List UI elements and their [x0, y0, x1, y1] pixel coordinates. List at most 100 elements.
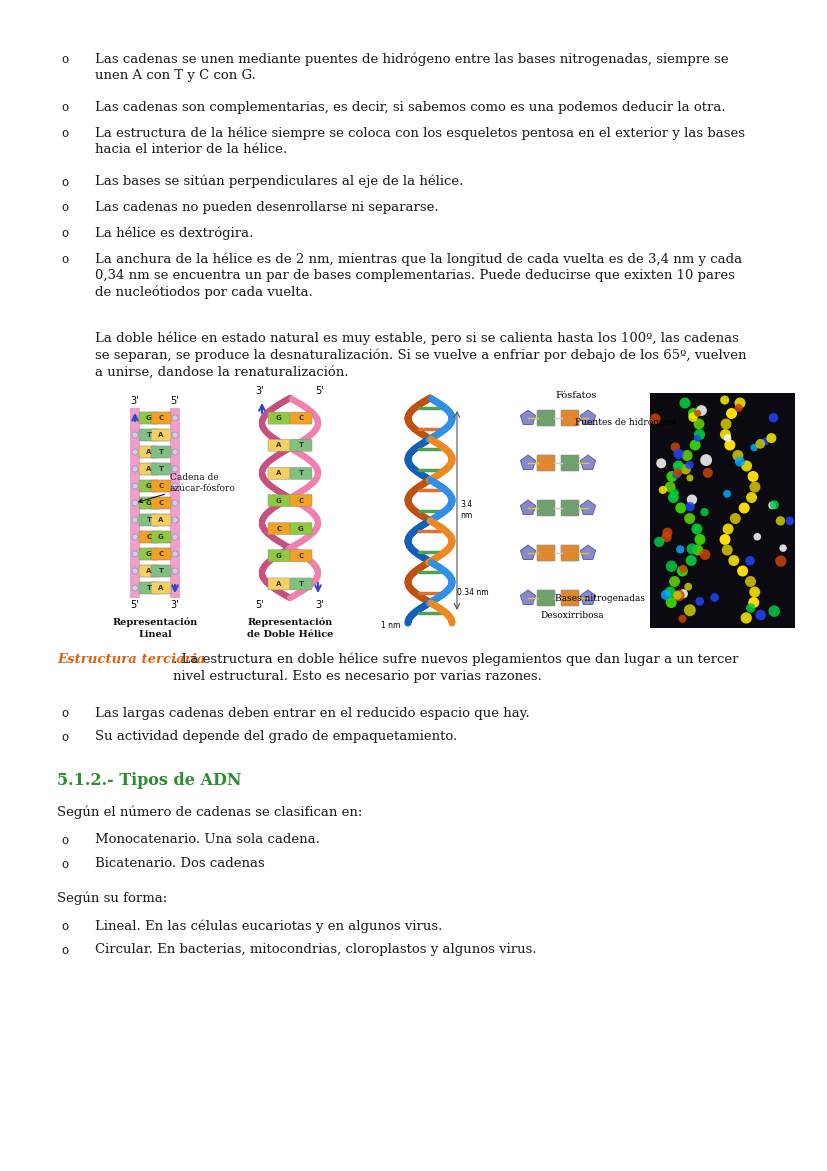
Circle shape: [719, 396, 729, 404]
Circle shape: [131, 534, 138, 540]
Circle shape: [685, 555, 696, 566]
Text: o: o: [61, 732, 69, 745]
Text: Bases nitrogenadas: Bases nitrogenadas: [554, 594, 644, 603]
Circle shape: [172, 432, 178, 438]
Circle shape: [131, 466, 138, 472]
Circle shape: [722, 523, 733, 534]
Text: 3': 3': [315, 600, 324, 610]
Circle shape: [693, 429, 705, 440]
Text: A: A: [158, 432, 164, 438]
Text: o: o: [61, 53, 69, 66]
Circle shape: [732, 450, 743, 461]
Text: T: T: [146, 586, 151, 591]
Circle shape: [172, 552, 178, 557]
FancyBboxPatch shape: [537, 545, 554, 561]
Circle shape: [724, 439, 734, 451]
Circle shape: [131, 586, 138, 591]
FancyBboxPatch shape: [561, 590, 578, 607]
Circle shape: [131, 568, 138, 574]
Circle shape: [725, 408, 736, 419]
Text: 3': 3': [256, 386, 264, 396]
Circle shape: [747, 471, 758, 482]
Text: T: T: [146, 432, 151, 438]
Text: o: o: [61, 253, 69, 266]
Circle shape: [769, 500, 778, 509]
FancyBboxPatch shape: [268, 494, 289, 507]
Circle shape: [172, 534, 178, 540]
Circle shape: [675, 502, 686, 514]
Bar: [170, 408, 179, 598]
FancyBboxPatch shape: [561, 500, 578, 516]
Text: Las bases se sitúan perpendiculares al eje de la hélice.: Las bases se sitúan perpendiculares al e…: [95, 174, 463, 189]
Text: Las cadenas son complementarias, es decir, si sabemos como es una podemos deduci: Las cadenas son complementarias, es deci…: [95, 101, 724, 114]
FancyBboxPatch shape: [151, 582, 171, 594]
Text: T: T: [158, 448, 163, 456]
Text: G: G: [146, 500, 151, 506]
Circle shape: [734, 457, 744, 466]
Text: 3': 3': [170, 600, 179, 610]
Circle shape: [738, 502, 748, 514]
Circle shape: [131, 415, 138, 422]
Circle shape: [693, 410, 700, 417]
Circle shape: [685, 502, 694, 512]
Circle shape: [673, 461, 682, 471]
Circle shape: [734, 397, 744, 409]
Text: Las largas cadenas deben entrar en el reducido espacio que hay.: Las largas cadenas deben entrar en el re…: [95, 706, 529, 719]
Circle shape: [723, 434, 730, 441]
Text: o: o: [61, 227, 69, 240]
Bar: [649, 393, 794, 628]
FancyBboxPatch shape: [139, 582, 159, 594]
FancyBboxPatch shape: [268, 467, 289, 479]
Text: C: C: [298, 498, 304, 504]
Circle shape: [678, 564, 686, 573]
Circle shape: [696, 405, 706, 416]
Text: G: G: [146, 552, 151, 557]
Text: Monocatenario. Una sola cadena.: Monocatenario. Una sola cadena.: [95, 834, 319, 847]
Circle shape: [672, 590, 684, 601]
FancyBboxPatch shape: [139, 564, 159, 577]
Text: o: o: [61, 201, 69, 214]
Circle shape: [689, 439, 700, 451]
FancyBboxPatch shape: [561, 456, 578, 471]
Bar: [130, 408, 140, 598]
Text: Bicatenario. Dos cadenas: Bicatenario. Dos cadenas: [95, 857, 265, 870]
Text: Puentes de hidrógeno: Puentes de hidrógeno: [574, 418, 675, 427]
Circle shape: [719, 429, 730, 440]
FancyBboxPatch shape: [289, 522, 312, 535]
Circle shape: [131, 482, 138, 489]
FancyBboxPatch shape: [561, 410, 578, 426]
FancyBboxPatch shape: [289, 439, 312, 451]
Circle shape: [666, 471, 676, 482]
Text: Según el número de cadenas se clasifican en:: Según el número de cadenas se clasifican…: [57, 806, 362, 819]
Text: C: C: [298, 415, 304, 422]
FancyBboxPatch shape: [289, 412, 312, 424]
Circle shape: [672, 460, 683, 472]
Text: G: G: [146, 415, 151, 422]
Circle shape: [775, 516, 784, 526]
FancyBboxPatch shape: [151, 530, 171, 543]
Circle shape: [744, 556, 754, 566]
Text: o: o: [61, 834, 69, 848]
Text: C: C: [158, 552, 164, 557]
Circle shape: [748, 597, 758, 608]
Text: 5': 5': [256, 600, 264, 610]
Circle shape: [172, 466, 178, 472]
Circle shape: [683, 513, 695, 523]
Circle shape: [658, 486, 667, 494]
Circle shape: [664, 587, 675, 597]
Text: T: T: [158, 568, 163, 574]
FancyBboxPatch shape: [289, 494, 312, 507]
Text: A: A: [146, 466, 151, 472]
Circle shape: [719, 418, 730, 430]
FancyBboxPatch shape: [268, 550, 289, 562]
Circle shape: [754, 610, 765, 621]
FancyBboxPatch shape: [537, 410, 554, 426]
Circle shape: [678, 589, 687, 598]
Text: 5.1.2.- Tipos de ADN: 5.1.2.- Tipos de ADN: [57, 773, 241, 789]
Circle shape: [695, 597, 703, 605]
Text: o: o: [61, 128, 69, 141]
FancyBboxPatch shape: [289, 550, 312, 562]
Text: G: G: [275, 415, 281, 422]
Circle shape: [131, 518, 138, 523]
Circle shape: [649, 413, 660, 424]
